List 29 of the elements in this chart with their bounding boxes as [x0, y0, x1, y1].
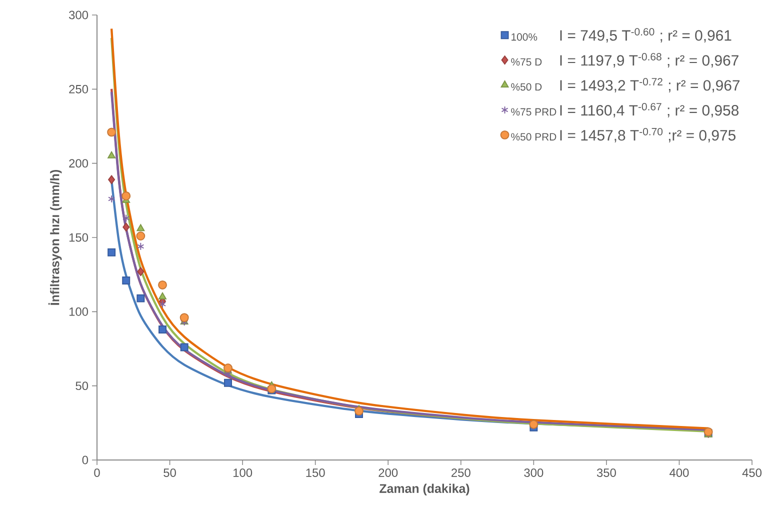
x-axis-title: Zaman (dakika)	[380, 484, 470, 496]
x-tick-label: 50	[164, 468, 176, 477]
x-tick-label: 400	[670, 468, 689, 477]
x-tick-label: 350	[596, 468, 616, 477]
x-tick-label: 100	[233, 468, 252, 477]
annotation: I = 1457,8 T$^{-0.70}$ ;r² = 0,975	[560, 128, 736, 142]
y-tick-label: 200	[69, 159, 88, 168]
y-axis-title: İnfiltrasyon hızı (mm/h)	[48, 170, 62, 305]
x-tick-label: 150	[306, 468, 325, 477]
x-tick-label: 200	[378, 468, 398, 477]
y-tick-label: 250	[69, 84, 88, 94]
legend-label: %75 D	[511, 58, 542, 66]
legend-label: %50 PRD	[511, 133, 556, 141]
x-tick-label: 300	[524, 468, 544, 477]
y-tick-label: 150	[69, 233, 88, 242]
annotation: I = 749,5 T$^{-0.60}$ ; r² = 0,961	[560, 28, 732, 42]
annotation: I = 1493,2 T$^{-0.72}$ ; r² = 0,967	[560, 78, 740, 92]
y-tick-label: 100	[69, 307, 88, 316]
legend-label: %75 PRD	[511, 108, 556, 116]
y-tick-label: 0	[82, 456, 88, 464]
y-tick-label: 300	[69, 10, 88, 20]
y-tick-label: 50	[76, 382, 88, 390]
legend-label: %50 D	[511, 83, 542, 91]
annotation: I = 1160,4 T$^{-0.67}$ ; r² = 0,958	[560, 102, 739, 118]
legend-label: 100%	[512, 33, 538, 41]
x-tick-label: 450	[742, 468, 762, 477]
x-tick-label: 250	[452, 468, 470, 477]
x-tick-label: 0	[94, 468, 100, 477]
annotation: I = 1197,9 T$^{-0.68}$ ; r² = 0,967	[560, 53, 738, 68]
